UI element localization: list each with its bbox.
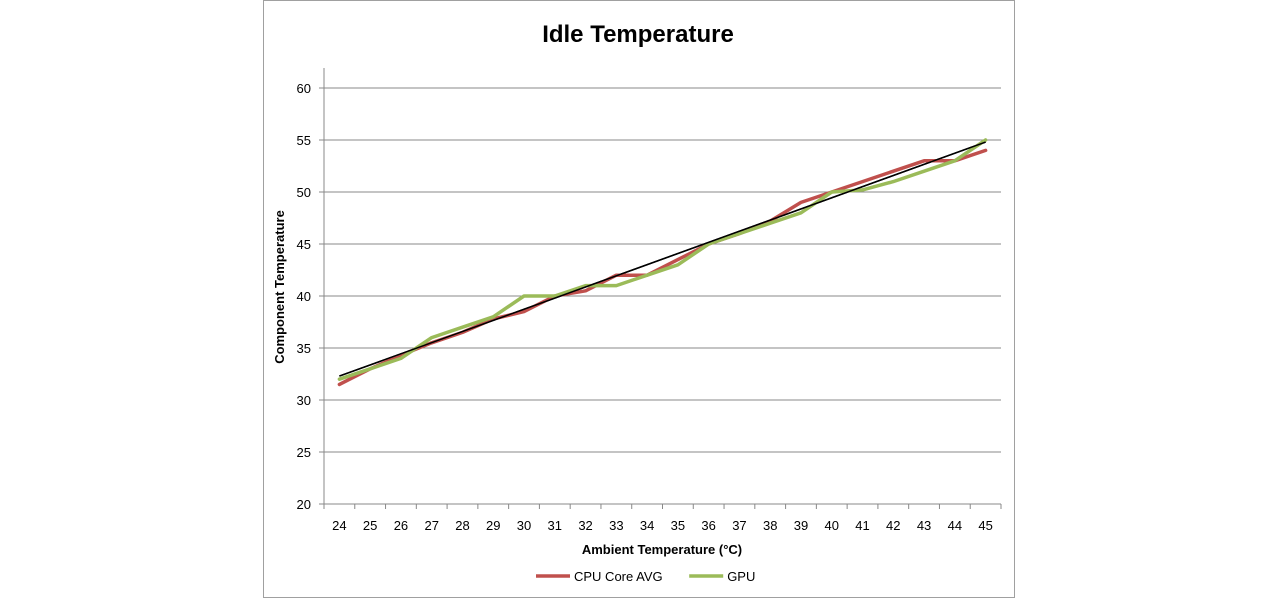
- legend-label-cpu-core-avg: CPU Core AVG: [574, 569, 663, 584]
- y-tick-label-25: 25: [297, 445, 311, 460]
- x-tick-label-42: 42: [886, 518, 900, 533]
- chart-title: Idle Temperature: [542, 21, 734, 48]
- x-tick-label-26: 26: [394, 518, 408, 533]
- x-tick-label-41: 41: [855, 518, 869, 533]
- legend: CPU Core AVG GPU: [536, 569, 755, 584]
- x-tick-label-37: 37: [732, 518, 746, 533]
- y-tick-label-35: 35: [297, 341, 311, 356]
- x-tick-label-29: 29: [486, 518, 500, 533]
- y-tick-label-55: 55: [297, 133, 311, 148]
- x-tick-label-45: 45: [978, 518, 992, 533]
- y-tick-label-45: 45: [297, 237, 311, 252]
- x-tick-label-44: 44: [948, 518, 962, 533]
- x-tick-label-39: 39: [794, 518, 808, 533]
- x-tick-label-30: 30: [517, 518, 531, 533]
- x-tick-label-33: 33: [609, 518, 623, 533]
- legend-label-gpu: GPU: [727, 569, 755, 584]
- x-tick-label-31: 31: [548, 518, 562, 533]
- series-line-cpu-core-avg: [337, 148, 988, 387]
- x-tick-label-38: 38: [763, 518, 777, 533]
- series-line-gpu: [337, 138, 988, 381]
- x-tick-label-24: 24: [332, 518, 346, 533]
- x-tick-label-27: 27: [424, 518, 438, 533]
- x-tick-label-35: 35: [671, 518, 685, 533]
- x-tick-label-32: 32: [578, 518, 592, 533]
- y-tick-label-40: 40: [297, 289, 311, 304]
- x-tick-label-36: 36: [701, 518, 715, 533]
- x-tick-label-40: 40: [825, 518, 839, 533]
- x-tick-label-25: 25: [363, 518, 377, 533]
- trendline-overlay: [339, 141, 986, 377]
- x-tick-label-34: 34: [640, 518, 654, 533]
- x-tick-label-43: 43: [917, 518, 931, 533]
- x-tick-label-28: 28: [455, 518, 469, 533]
- y-tick-label-50: 50: [297, 185, 311, 200]
- x-axis-title: Ambient Temperature (°C): [582, 542, 742, 557]
- y-axis-title: Component Temperature: [272, 210, 287, 364]
- y-tick-label-30: 30: [297, 393, 311, 408]
- chart-frame: Idle Temperature 20 25 30 35 40 45 50 55 60 24 25 2…: [263, 0, 1015, 598]
- idle-temperature-chart: Idle Temperature 20 25 30 35 40 45 50 55 60 24 25 2…: [272, 21, 1002, 584]
- y-tick-label-20: 20: [297, 497, 311, 512]
- y-tick-label-60: 60: [297, 81, 311, 96]
